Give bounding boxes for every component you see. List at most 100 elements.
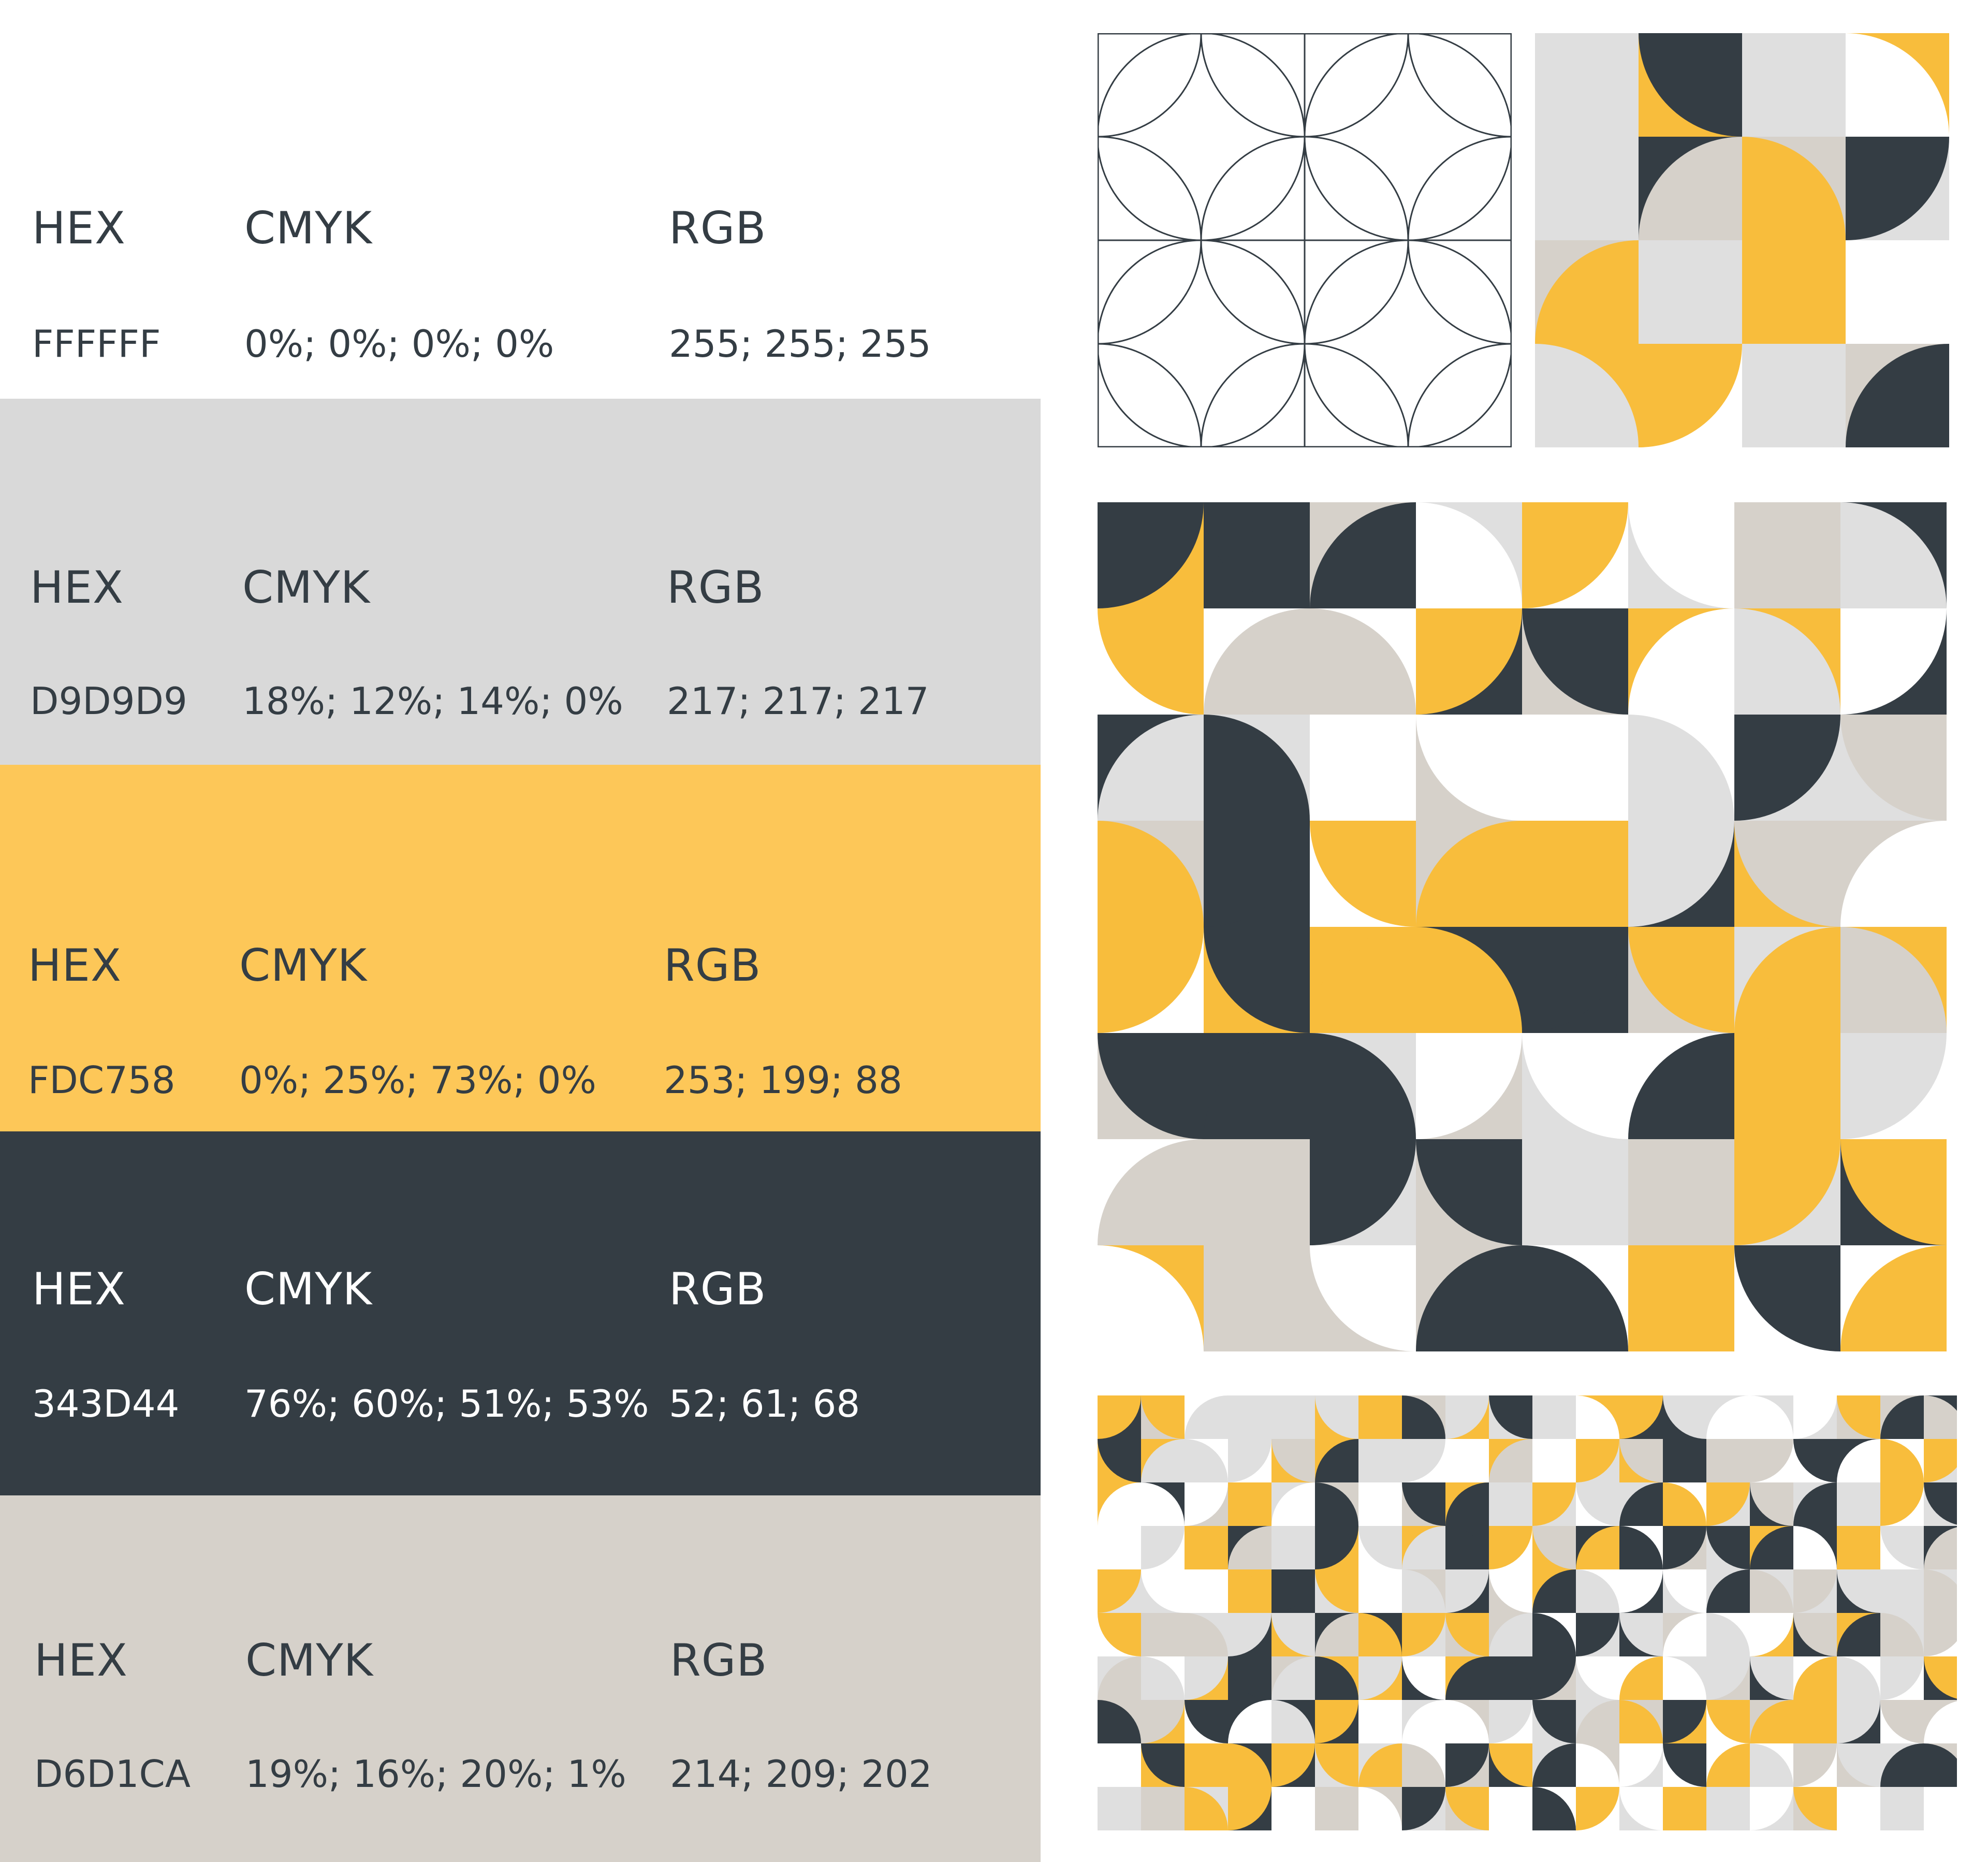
pattern-quarter	[1576, 1656, 1619, 1700]
pattern-quarter	[1535, 137, 1639, 240]
pattern-quarter	[1880, 1743, 1924, 1787]
pattern-quarter	[1793, 1569, 1837, 1613]
pattern-quarter	[1489, 1395, 1532, 1439]
pattern-quarter	[1742, 240, 1846, 344]
pattern-quarter	[1489, 1569, 1532, 1613]
pattern-quarter	[1793, 1787, 1837, 1830]
pattern-quarter	[1315, 1700, 1358, 1743]
pattern-quarter	[1840, 502, 1947, 608]
pattern-quarter	[1706, 1482, 1750, 1526]
hex-label: HEX	[32, 1263, 126, 1315]
pattern-quarter	[1663, 1743, 1706, 1787]
pattern-quarter	[1750, 1656, 1793, 1700]
pattern-quarter	[1522, 821, 1628, 927]
pattern-quarter	[1271, 1569, 1315, 1613]
pattern-quarter	[1619, 1395, 1663, 1439]
pattern-quarter	[1639, 33, 1742, 137]
pattern-quarter	[1532, 1526, 1576, 1569]
pattern-quarter	[1706, 1439, 1750, 1482]
pattern-quarter	[1358, 1787, 1402, 1830]
pattern-quarter	[1098, 1569, 1141, 1613]
pattern-quarter	[1628, 502, 1734, 608]
pattern-quarter	[1663, 1439, 1706, 1482]
pattern-quarter	[1185, 1526, 1228, 1569]
pattern-quarter	[1924, 1482, 1957, 1525]
rgb-label: RGB	[667, 562, 765, 614]
swatch-white: HEX CMYK RGB FFFFFF 0%; 0%; 0%; 0% 255; …	[0, 0, 1041, 399]
pattern-quarter	[1416, 927, 1522, 1033]
pattern-quarter	[1185, 1613, 1228, 1656]
pattern-quarter	[1535, 240, 1639, 344]
pattern-quarter	[1576, 1482, 1619, 1526]
pattern-quarter	[1576, 1569, 1619, 1613]
pattern-quarter	[1532, 1439, 1576, 1482]
pattern-quarter	[1576, 1439, 1619, 1482]
pattern-quarter	[1141, 1569, 1185, 1613]
pattern-quarter	[1742, 344, 1846, 447]
pattern-quarter	[1204, 1033, 1310, 1139]
pattern-quarter	[1445, 1656, 1489, 1700]
pattern-quarter	[1837, 1569, 1880, 1613]
pattern-quarter	[1141, 1700, 1185, 1743]
pattern-quarter	[1639, 240, 1742, 344]
pattern-quarter	[1880, 1613, 1924, 1656]
pattern-quarter	[1141, 1656, 1185, 1700]
pattern-quarter	[1628, 927, 1734, 1033]
pattern-quarter	[1639, 344, 1742, 447]
cmyk-value: 76%; 60%; 51%; 53%	[244, 1382, 649, 1425]
swatch-yellow: HEX CMYK RGB FDC758 0%; 25%; 73%; 0% 253…	[0, 765, 1041, 1131]
pattern-quarter	[1619, 1439, 1663, 1482]
pattern-quarter	[1098, 1656, 1141, 1700]
pattern-quarter	[1880, 1395, 1924, 1439]
pattern-quarter	[1098, 927, 1204, 1033]
pattern-quarter	[1750, 1569, 1793, 1613]
pattern-quarter	[1315, 1395, 1358, 1439]
pattern-quarter	[1628, 821, 1734, 927]
pattern-quarter	[1271, 1613, 1315, 1656]
pattern-quarter	[1489, 1700, 1532, 1743]
pattern-quarter	[1228, 1439, 1271, 1482]
pattern-quarter	[1358, 1743, 1402, 1787]
pattern-quarter	[1532, 1569, 1576, 1613]
pattern-quarter	[1619, 1613, 1663, 1656]
pattern-quarter	[1098, 608, 1204, 715]
pattern-quarter	[1532, 1482, 1576, 1526]
cmyk-value: 18%; 12%; 14%; 0%	[242, 679, 623, 723]
pattern-quarter	[1750, 1787, 1793, 1830]
pattern-quarter	[1271, 1743, 1315, 1787]
pattern-quarter	[1742, 137, 1846, 240]
pattern-quarter	[1310, 1033, 1416, 1139]
pattern-quarter	[1522, 1245, 1628, 1351]
cmyk-value: 0%; 0%; 0%; 0%	[244, 322, 554, 366]
pattern-quarter	[1204, 1245, 1310, 1351]
pattern-quarter	[1706, 1526, 1750, 1569]
pattern-quarter	[1924, 1743, 1957, 1787]
pattern-quarter	[1619, 1526, 1663, 1569]
pattern-quarter	[1793, 1613, 1837, 1656]
pattern-quarter	[1489, 1787, 1532, 1830]
pattern-quarter	[1837, 1787, 1880, 1830]
pattern-quarter	[1628, 715, 1734, 821]
pattern-quarter	[1840, 608, 1947, 715]
pattern-quarter	[1522, 1139, 1628, 1245]
hex-value: 343D44	[32, 1382, 180, 1425]
pattern-quarter	[1315, 1482, 1358, 1526]
pattern-quarter	[1228, 1787, 1271, 1830]
cmyk-value: 19%; 16%; 20%; 1%	[245, 1752, 626, 1796]
pattern-quarter	[1734, 1245, 1840, 1351]
pattern-quarter	[1663, 1700, 1706, 1743]
pattern-quarter	[1532, 1743, 1576, 1787]
rgb-value: 217; 217; 217	[667, 679, 929, 723]
pattern-quarter	[1750, 1439, 1793, 1482]
pattern-quarter	[1837, 1526, 1880, 1569]
cmyk-label: CMYK	[245, 1635, 374, 1686]
pattern-quarter	[1489, 1482, 1532, 1526]
pattern-quarter	[1576, 1743, 1619, 1787]
pattern-quarter	[1185, 1569, 1228, 1613]
pattern-quarter	[1924, 1439, 1957, 1482]
pattern-quarter	[1706, 1700, 1750, 1743]
pattern-quarter	[1840, 1033, 1947, 1139]
pattern-quarter	[1098, 715, 1204, 821]
pattern-quarter	[1185, 1743, 1228, 1787]
pattern-quarter	[1924, 1569, 1957, 1613]
